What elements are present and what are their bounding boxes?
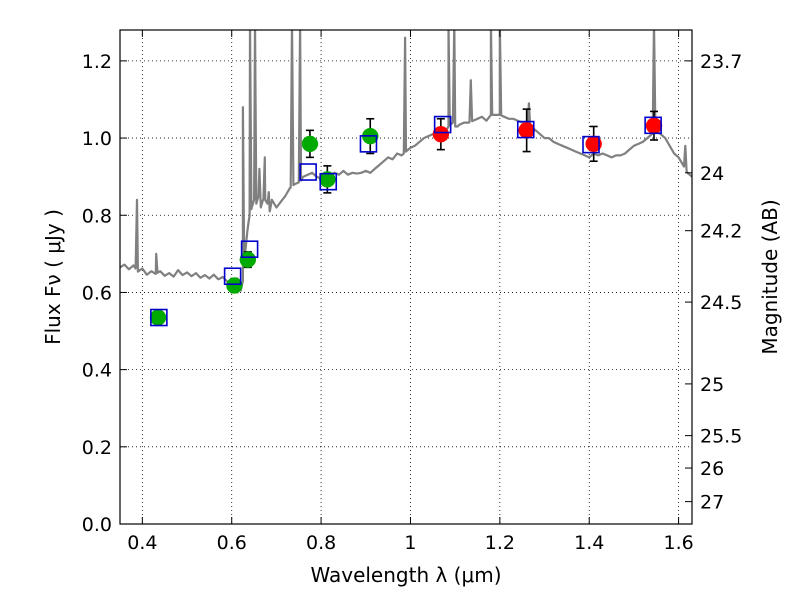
flux-point bbox=[518, 122, 535, 139]
y2-axis-ticks: 23.7 24 24.2 24.5 25 25.5 26 27 bbox=[685, 51, 742, 514]
y-tick-label: 0.4 bbox=[82, 360, 112, 382]
flux-point bbox=[226, 277, 243, 294]
x-tick-label: 1.6 bbox=[663, 532, 693, 554]
y-axis-title: Flux Fν ( μJy ) bbox=[41, 209, 65, 345]
x-tick-label: 1 bbox=[404, 532, 416, 554]
model-flux-square bbox=[223, 267, 242, 286]
y-tick-label: 0.6 bbox=[82, 282, 112, 304]
flux-point bbox=[149, 309, 167, 326]
y-tick-label: 1.0 bbox=[82, 128, 112, 150]
flux-point bbox=[239, 251, 257, 268]
x-tick-label: 0.4 bbox=[127, 532, 157, 554]
y2-tick-label: 25 bbox=[700, 374, 724, 396]
x-axis-ticks: 0.4 0.6 0.8 1 1.2 1.4 1.6 bbox=[127, 30, 694, 554]
model-flux-square bbox=[299, 163, 317, 181]
y2-tick-label: 24.2 bbox=[700, 221, 742, 243]
x-tick-label: 1.4 bbox=[574, 532, 604, 554]
plot-frame bbox=[119, 29, 693, 525]
y-tick-label: 0.8 bbox=[82, 205, 112, 227]
y-tick-label: 0.2 bbox=[82, 437, 112, 459]
model-flux-square bbox=[582, 135, 600, 154]
x-tick-label: 0.8 bbox=[306, 532, 336, 554]
model-flux-square bbox=[516, 120, 535, 139]
y-tick-label: 1.2 bbox=[82, 51, 112, 73]
y2-tick-label: 24 bbox=[700, 163, 724, 185]
model-flux-square bbox=[433, 115, 452, 134]
y2-tick-label: 25.5 bbox=[700, 426, 742, 448]
y2-tick-label: 23.7 bbox=[700, 51, 742, 73]
x-axis-title: Wavelength λ (μm) bbox=[310, 563, 501, 587]
y2-axis-title: Magnitude (AB) bbox=[758, 199, 782, 354]
flux-point bbox=[301, 135, 319, 153]
flux-point bbox=[432, 125, 450, 143]
model-flux-square bbox=[644, 116, 662, 135]
photometry-markers bbox=[149, 108, 663, 327]
x-tick-label: 0.6 bbox=[217, 532, 247, 554]
model-flux-square bbox=[359, 135, 378, 153]
flux-point bbox=[319, 171, 336, 188]
model-flux-square bbox=[319, 172, 338, 191]
y2-tick-label: 24.5 bbox=[700, 292, 742, 314]
y2-tick-label: 27 bbox=[700, 492, 724, 514]
model-flux-square bbox=[240, 240, 259, 259]
flux-point bbox=[645, 117, 663, 134]
x-tick-label: 1.2 bbox=[485, 532, 515, 554]
y-axis-ticks: 0.0 0.2 0.4 0.6 0.8 1.0 1.2 bbox=[82, 51, 127, 536]
y2-tick-label: 26 bbox=[700, 458, 724, 480]
y-tick-label: 0.0 bbox=[82, 514, 112, 536]
model-flux-square bbox=[150, 308, 168, 327]
